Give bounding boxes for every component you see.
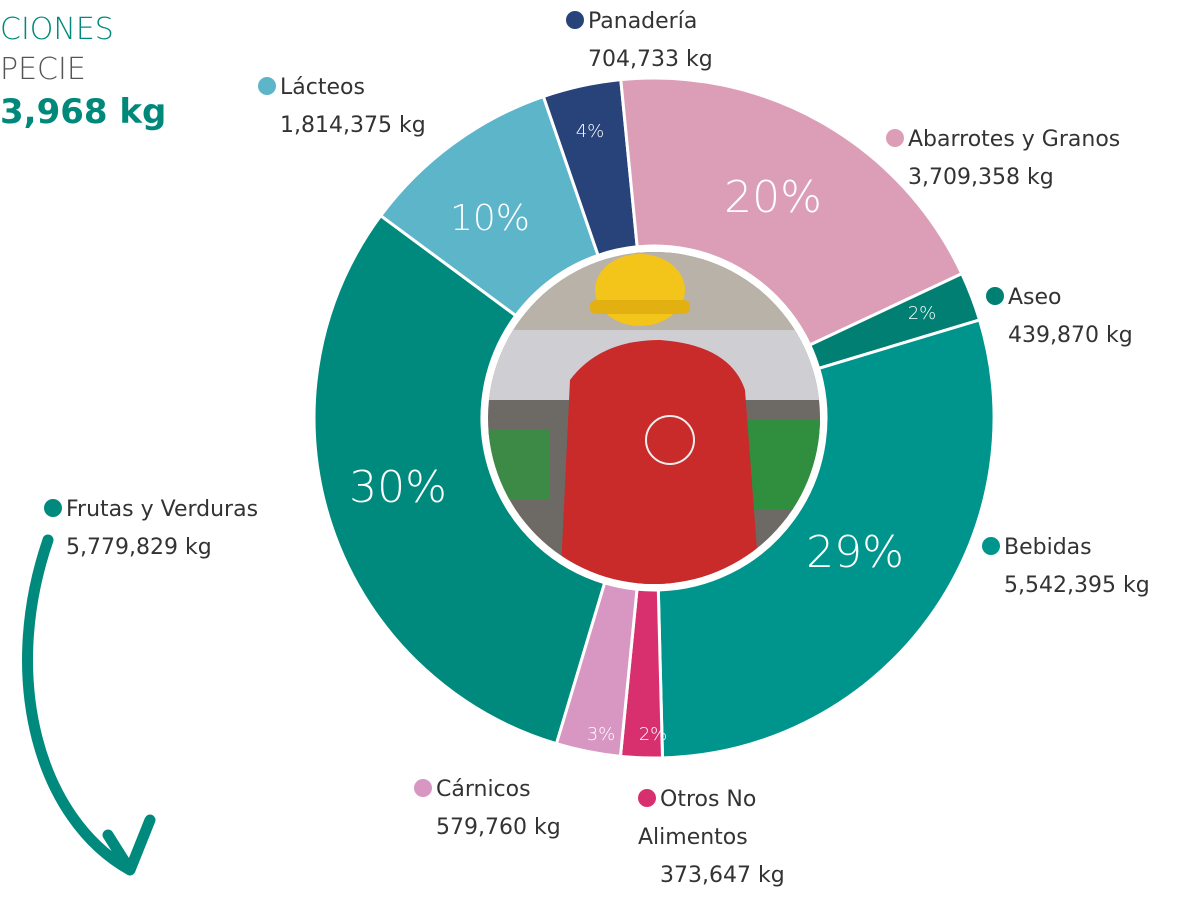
percent-label: 3%	[587, 724, 616, 745]
slice-label: Frutas y Verduras 5,779,829 kg	[44, 491, 258, 567]
category-name: Aseo	[1008, 285, 1062, 310]
value-label: 5,542,395 kg	[982, 567, 1150, 605]
percent-label: 29%	[806, 527, 904, 578]
legend-dot	[886, 129, 904, 147]
slice-label: Panadería 704,733 kg	[566, 3, 713, 79]
percent-label: 2%	[639, 724, 668, 745]
value-label: 579,760 kg	[414, 809, 561, 847]
legend-dot	[986, 287, 1004, 305]
legend-dot	[44, 499, 62, 517]
slice-label: Aseo 439,870 kg	[986, 279, 1133, 355]
legend-dot	[638, 789, 656, 807]
percent-label: 30%	[349, 462, 447, 513]
category-name: Abarrotes y Granos	[908, 127, 1120, 152]
value-label: 1,814,375 kg	[258, 107, 426, 145]
category-name: Lácteos	[280, 75, 365, 100]
value-label: 439,870 kg	[986, 317, 1133, 355]
category-name: Frutas y Verduras	[66, 497, 258, 522]
percent-label: 20%	[724, 172, 822, 223]
legend-dot	[258, 77, 276, 95]
percent-label: 4%	[576, 121, 605, 142]
arrow	[28, 540, 150, 870]
page: CIONES PECIE 3,968 kg 4%20%2%29%2%3%30%1…	[0, 0, 1195, 912]
value-label: 3,709,358 kg	[886, 159, 1120, 197]
slice-label: Cárnicos 579,760 kg	[414, 771, 561, 847]
slice-label: Abarrotes y Granos 3,709,358 kg	[886, 121, 1120, 197]
value-label: 5,779,829 kg	[44, 529, 258, 567]
percent-label: 2%	[908, 303, 937, 324]
category-name: Cárnicos	[436, 777, 531, 802]
value-label: 373,647 kg	[638, 857, 788, 895]
value-label: 704,733 kg	[566, 41, 713, 79]
legend-dot	[566, 11, 584, 29]
percent-label: 10%	[450, 198, 530, 239]
category-name: Panadería	[588, 9, 697, 34]
legend-dot	[414, 779, 432, 797]
category-name: Bebidas	[1004, 535, 1092, 560]
slice-label: Bebidas 5,542,395 kg	[982, 529, 1150, 605]
slice-label: Lácteos 1,814,375 kg	[258, 69, 426, 145]
legend-dot	[982, 537, 1000, 555]
